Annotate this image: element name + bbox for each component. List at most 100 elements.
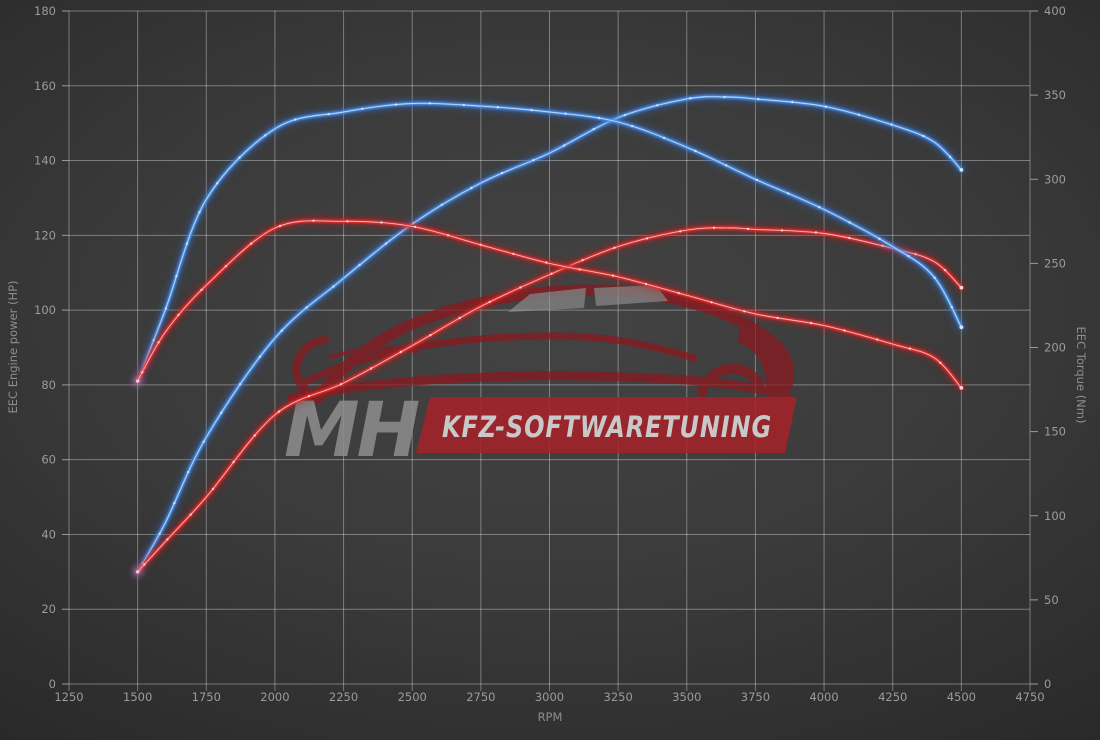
- y-left-tick-label: 180: [34, 4, 56, 18]
- curve-marker-dot: [399, 350, 402, 354]
- curve-marker-dot: [712, 226, 716, 229]
- curve-marker-dot: [592, 127, 595, 131]
- x-tick-label: 2250: [329, 690, 358, 704]
- curve-end-dot: [959, 285, 964, 290]
- x-tick-label: 2000: [260, 690, 289, 704]
- curve-marker-dot: [141, 371, 144, 374]
- curve-marker-dot: [258, 355, 262, 358]
- y-right-tick-label: 0: [1044, 677, 1051, 691]
- curve-marker-dot: [232, 460, 235, 464]
- curve-marker-dot: [462, 103, 465, 107]
- curve-marker-dot: [545, 261, 548, 264]
- curve-marker-dot: [613, 246, 616, 249]
- car-rear-wheel-arch: [697, 363, 765, 398]
- x-tick-label: 1250: [54, 690, 83, 704]
- curve-marker-dot: [346, 220, 349, 223]
- curve-marker-dot: [339, 383, 343, 386]
- curve-marker-dot: [158, 532, 161, 535]
- curve-marker-dot: [857, 113, 861, 117]
- curve-marker-dot: [791, 100, 794, 104]
- curve-marker-dot: [814, 231, 818, 234]
- curve-marker-dot: [305, 306, 308, 309]
- curve-marker-dot: [211, 487, 215, 491]
- curve-marker-dot: [694, 149, 697, 153]
- curve-marker-dot: [187, 470, 190, 474]
- curve-marker-dot: [512, 252, 515, 256]
- curve-marker-dot: [710, 301, 713, 304]
- curve-marker-dot: [166, 538, 169, 541]
- curve-start-dot: [136, 379, 140, 383]
- curve-marker-dot: [564, 112, 567, 115]
- car-front-nose: [292, 336, 329, 402]
- curve-engine-power-tuned: [133, 92, 966, 577]
- curve-marker-dot: [532, 159, 535, 162]
- curve-marker-dot: [394, 103, 398, 106]
- y-left-tick-label: 80: [41, 378, 56, 392]
- curve-marker-dot: [307, 394, 311, 398]
- curve-marker-dot: [238, 383, 242, 386]
- curve-marker-dot: [380, 221, 383, 224]
- curve-marker-dot: [689, 97, 692, 100]
- curve-marker-dot: [202, 440, 205, 443]
- brand-watermark: MH KFZ-SOFTWARETUNING: [284, 284, 797, 474]
- curve-marker-dot: [581, 258, 584, 262]
- curve-end-dot: [959, 385, 964, 390]
- axis-titles: EEC Engine power (HP) EEC Torque (Nm) RP…: [6, 280, 1088, 724]
- curve-marker-dot: [550, 272, 553, 275]
- curve-marker-dot: [645, 237, 649, 240]
- y-left-tick-label: 100: [34, 303, 56, 317]
- curve-marker-dot: [914, 253, 917, 256]
- curve-marker-dot: [216, 182, 219, 185]
- curve-marker-dot: [175, 274, 178, 278]
- car-silhouette: [287, 284, 795, 404]
- curve-marker-dot: [890, 123, 893, 126]
- curve-marker-dot: [185, 242, 189, 245]
- grid-lines: [62, 10, 1038, 691]
- curve-marker-dot: [446, 234, 450, 237]
- curve-marker-dot: [878, 237, 881, 240]
- curve-marker-dot: [725, 164, 728, 167]
- curve-marker-dot: [656, 104, 659, 107]
- curve-marker-dot: [519, 286, 522, 289]
- x-tick-label: 4750: [1015, 690, 1044, 704]
- x-tick-label: 4250: [878, 690, 907, 704]
- y-right-tick-label: 250: [1044, 256, 1066, 270]
- y-left-tick-label: 160: [34, 79, 56, 93]
- x-axis-title: RPM: [538, 710, 563, 724]
- curve-marker-dot: [562, 144, 566, 147]
- curve-marker-dot: [189, 513, 192, 516]
- curve-marker-dot: [440, 203, 444, 206]
- curve-torque-tuned: [133, 98, 966, 386]
- curve-marker-dot: [361, 107, 364, 111]
- curve-marker-dot: [810, 321, 813, 325]
- curve-marker-dot: [238, 156, 241, 159]
- curve-marker-dot: [922, 134, 925, 138]
- x-tick-label: 2750: [466, 690, 495, 704]
- curve-marker-dot: [428, 102, 432, 105]
- curve-marker-dot: [470, 186, 473, 190]
- x-tick-label: 2500: [398, 690, 427, 704]
- x-tick-label: 3250: [604, 690, 633, 704]
- y-right-tick-label: 150: [1044, 425, 1066, 439]
- curve-marker-dot: [200, 288, 203, 292]
- y-left-tick-label: 140: [34, 154, 56, 168]
- curve-marker-dot: [631, 124, 634, 128]
- y-right-tick-label: 350: [1044, 88, 1066, 102]
- curve-marker-dot: [143, 563, 146, 566]
- curve-marker-dot: [611, 274, 615, 277]
- curve-marker-dot: [943, 268, 947, 272]
- curve-marker-dot: [743, 310, 746, 313]
- curve-marker-dot: [598, 116, 601, 120]
- curve-marker-dot: [876, 338, 879, 341]
- banner-text: KFZ-SOFTWARETUNING: [442, 410, 772, 444]
- curve-marker-dot: [164, 307, 168, 310]
- y-left-tick-label: 60: [41, 453, 56, 467]
- car-belt-line: [298, 332, 698, 388]
- curve-marker-dot: [500, 171, 504, 175]
- curve-marker-dot: [253, 434, 256, 437]
- curve-marker-dot: [429, 334, 432, 337]
- curve-marker-dot: [488, 300, 491, 304]
- curve-marker-dot: [939, 361, 942, 364]
